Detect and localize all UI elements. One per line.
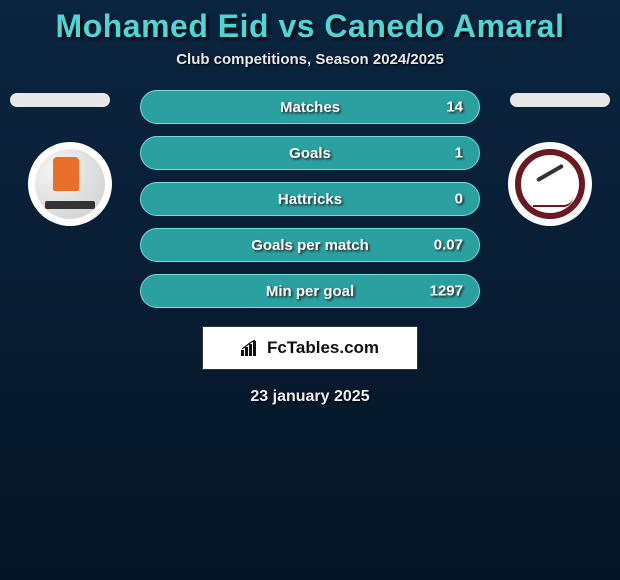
stat-value: 1297	[430, 283, 463, 300]
stat-value: 0.07	[434, 237, 463, 254]
stat-label: Goals	[289, 145, 331, 162]
al-wahda-logo	[515, 149, 585, 219]
stat-row-min-per-goal: Min per goal 1297	[140, 274, 480, 308]
date-label: 23 january 2025	[0, 388, 620, 406]
stat-label: Matches	[280, 99, 340, 116]
branding-text: FcTables.com	[267, 338, 379, 358]
stat-value: 1	[455, 145, 463, 162]
comparison-card: Mohamed Eid vs Canedo Amaral Club compet…	[0, 0, 620, 406]
ajman-club-logo	[35, 149, 105, 219]
stat-value: 14	[446, 99, 463, 116]
team-logo-right	[508, 142, 592, 226]
page-title: Mohamed Eid vs Canedo Amaral	[0, 8, 620, 45]
stat-label: Hattricks	[278, 191, 342, 208]
stat-label: Min per goal	[266, 283, 354, 300]
subtitle: Club competitions, Season 2024/2025	[0, 51, 620, 68]
stat-label: Goals per match	[251, 237, 369, 254]
team-logo-left	[28, 142, 112, 226]
left-mini-pill	[10, 93, 110, 107]
bar-chart-icon	[241, 340, 261, 356]
stat-value: 0	[455, 191, 463, 208]
right-mini-pill	[510, 93, 610, 107]
branding-box[interactable]: FcTables.com	[202, 326, 418, 370]
stat-row-matches: Matches 14	[140, 90, 480, 124]
stat-row-hattricks: Hattricks 0	[140, 182, 480, 216]
stat-row-goals-per-match: Goals per match 0.07	[140, 228, 480, 262]
stats-block: Matches 14 Goals 1 Hattricks 0 Goals per…	[0, 90, 620, 406]
stat-row-goals: Goals 1	[140, 136, 480, 170]
